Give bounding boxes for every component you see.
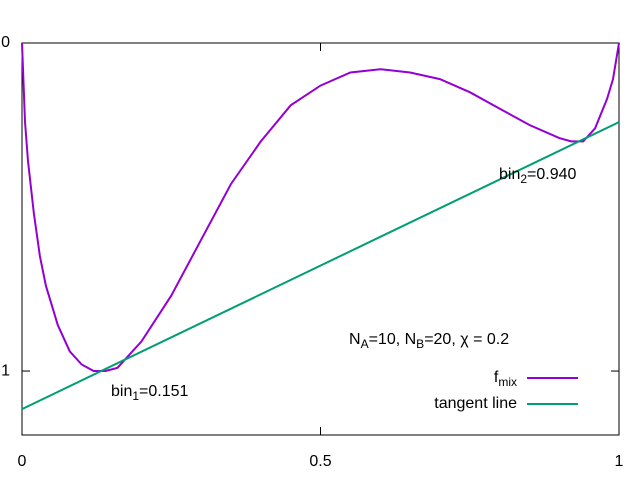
text-part: f [494,369,499,386]
subscript: A [361,337,369,351]
text-part: =0.151 [139,383,188,400]
subscript: 1 [132,389,139,403]
annotation: bin2=0.940 [499,166,577,186]
x-tick-label: 0 [18,453,27,470]
legend-label: fmix [494,369,517,389]
annotation: bin1=0.151 [111,383,189,403]
text-part: N [349,331,361,348]
x-tick-label: 1 [615,453,624,470]
annotation: NA=10, NB=20, χ = 0.2 [349,331,509,351]
y-tick-label: 0 [1,34,10,51]
text-part: tangent line [434,395,517,412]
x-tick-label: 0.5 [309,453,331,470]
text-part: =10, N [369,331,417,348]
text-part: =20, χ = 0.2 [424,331,509,348]
subscript: mix [498,375,517,389]
text-part: bin [111,383,132,400]
text-part: bin [499,166,520,183]
plot-frame [21,42,620,436]
series-line [21,42,620,372]
y-tick-label: 1 [1,362,10,379]
legend-label: tangent line [434,395,517,412]
text-part: =0.940 [527,166,576,183]
subscript: 2 [520,172,527,186]
series-line [21,121,620,411]
subscript: B [416,337,424,351]
